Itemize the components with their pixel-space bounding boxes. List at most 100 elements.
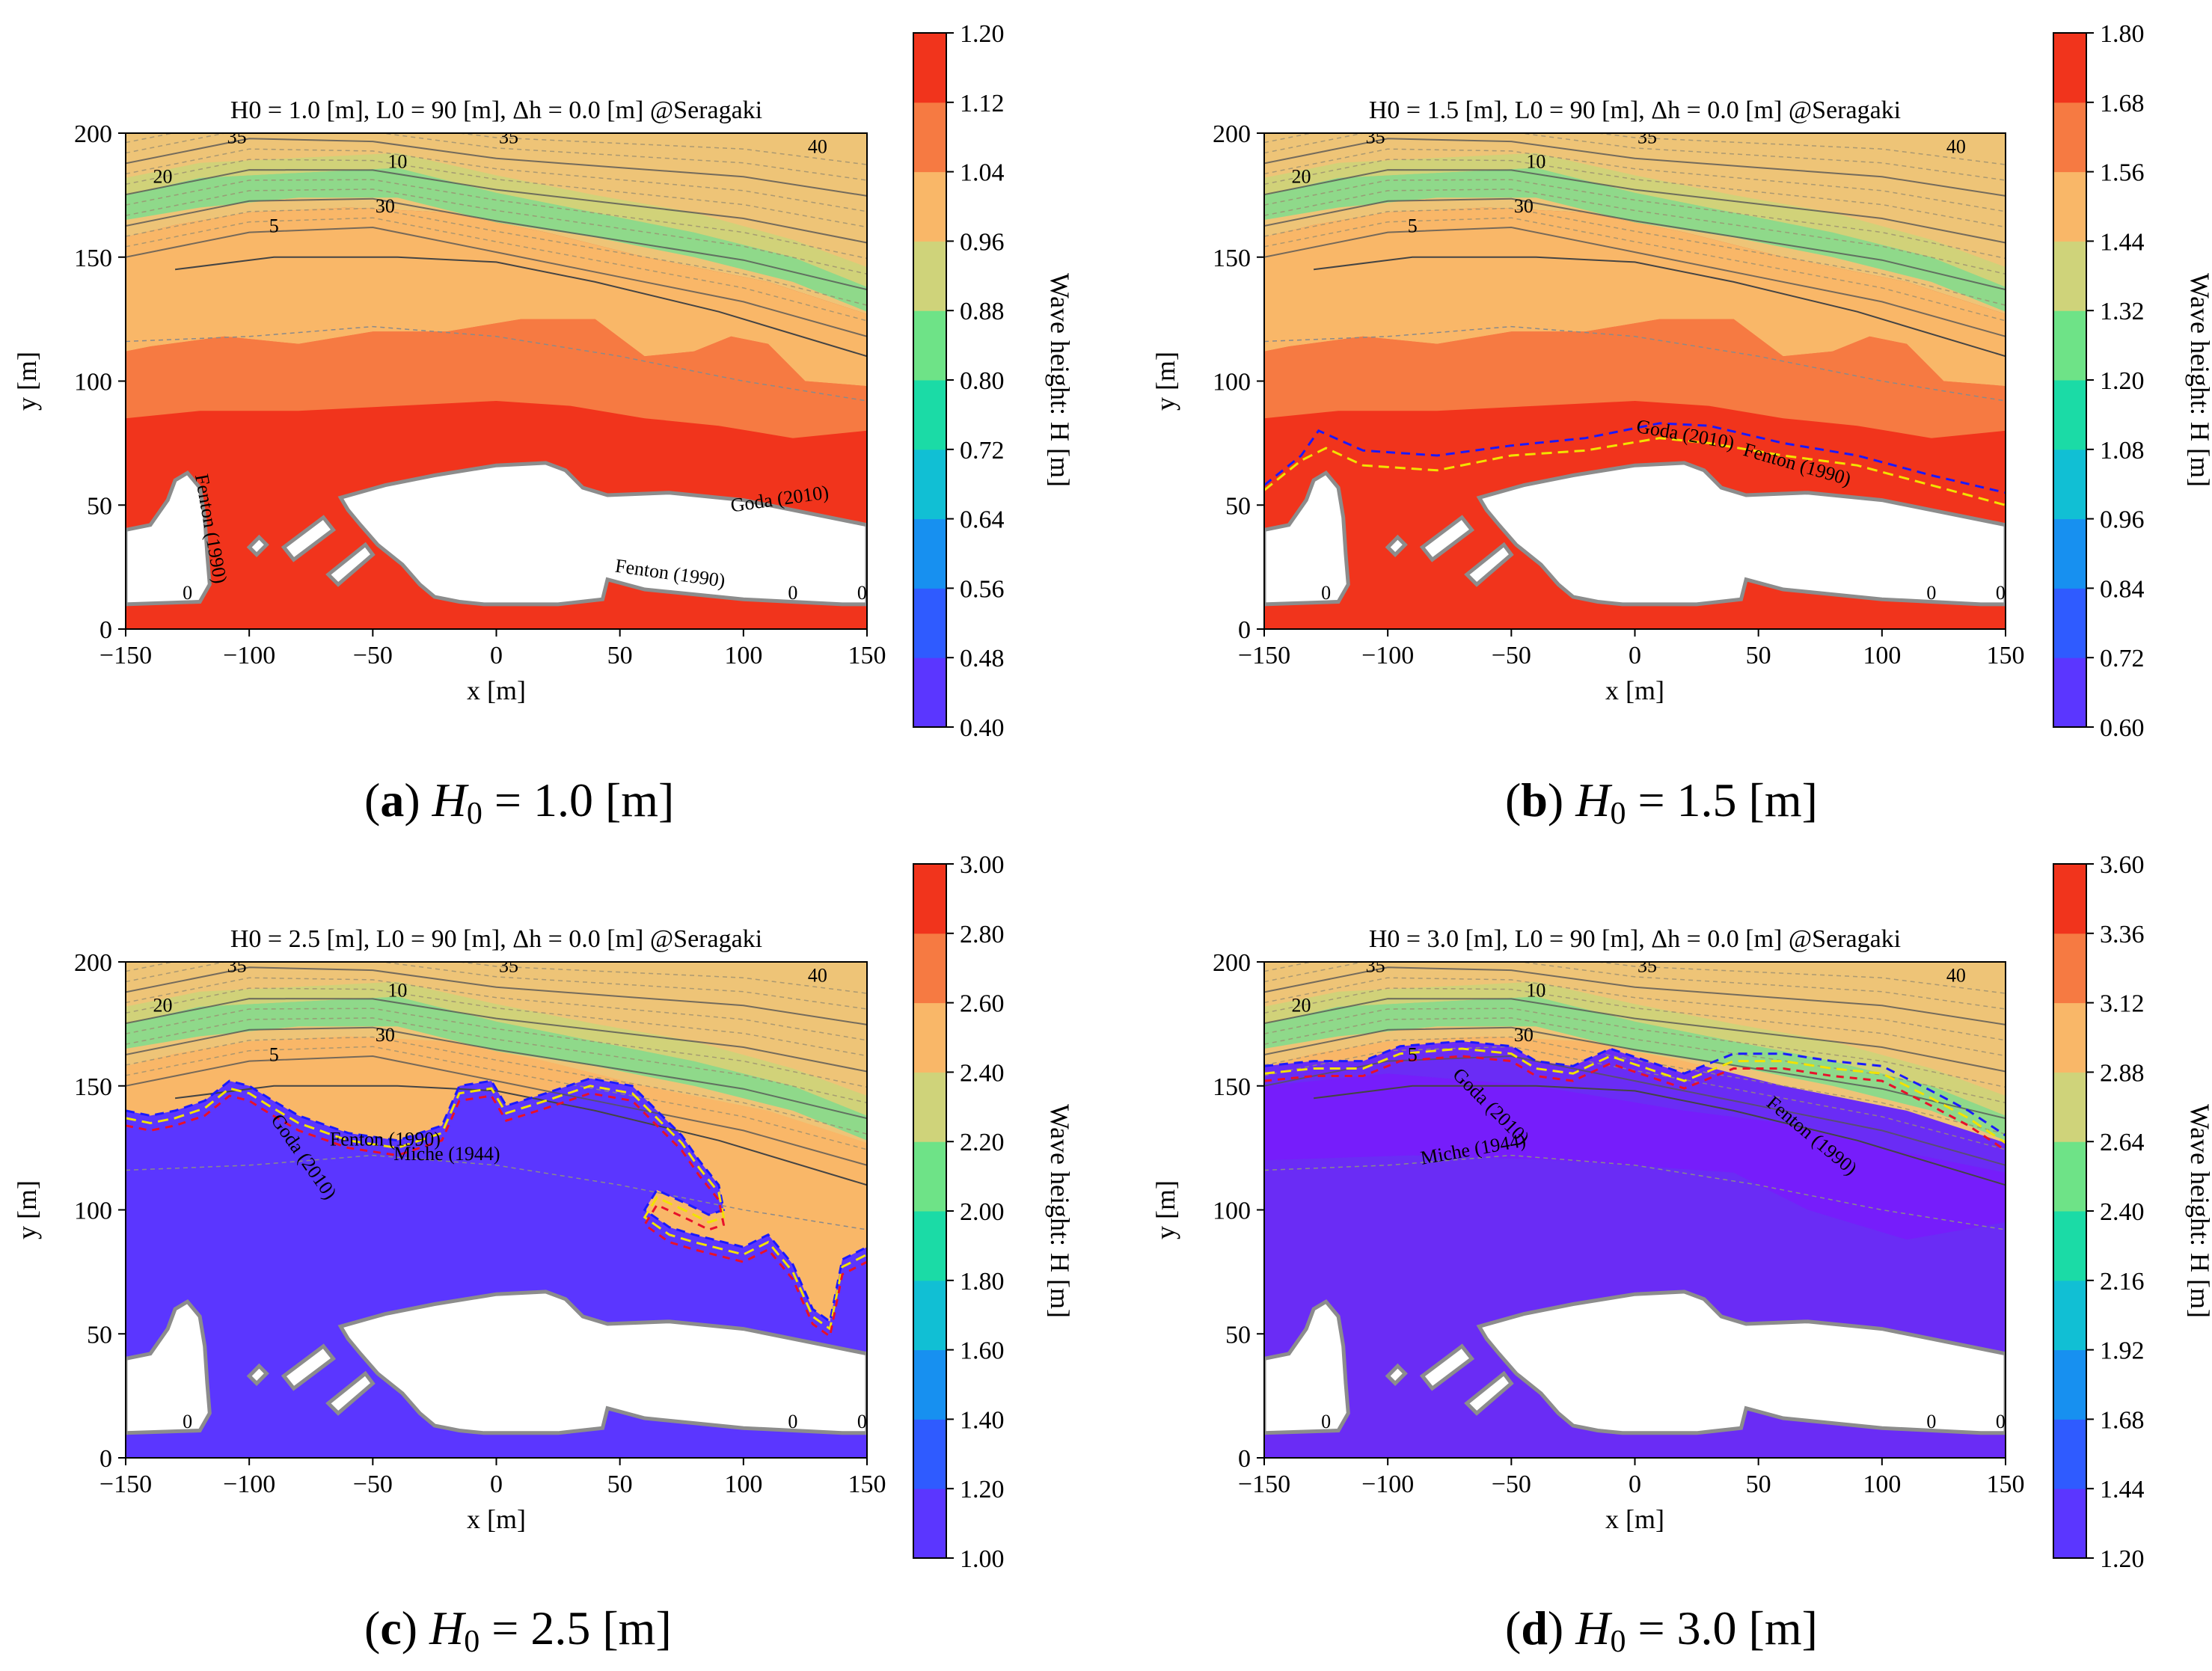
depth-contour [1264,1154,2006,1230]
colorbar-segment [2053,1072,2086,1142]
colorbar-tick-label: 0.64 [960,506,1005,534]
depth-label: 5 [269,215,279,237]
colorbar-tick-label: 0.72 [2100,645,2145,672]
depth-contour [126,998,867,1073]
field-band-1 [126,319,867,438]
x-tick-label: −150 [99,642,152,669]
colorbar-tick-label: 1.12 [960,90,1005,117]
colorbar-segment [913,1280,946,1351]
x-tick-label: 50 [607,642,633,669]
depth-contour [1264,1055,2006,1166]
y-tick-label: 50 [87,1321,112,1349]
land-1 [337,461,867,607]
colorbar-tick-label: 1.20 [2100,367,2145,395]
y-tick-label: 200 [1213,120,1251,148]
colorbar-label: Wave height: H [m] [2185,1104,2212,1318]
breaking-curve-0 [126,1077,867,1324]
y-tick-label: 0 [99,1445,112,1473]
x-tick-label: 150 [1987,642,2025,669]
depth-contour [1264,217,2006,322]
colorbar-segment [913,1141,946,1212]
land-4 [325,1370,376,1416]
y-axis-label: y [m] [1151,1180,1180,1239]
depth-label: 0 [788,582,797,604]
depth-contour [1264,1036,2006,1135]
colorbar-tick-label: 3.36 [2100,921,2145,948]
depth-contour [126,325,867,402]
land-0 [126,470,212,607]
colorbar-tick-label: 2.00 [960,1198,1005,1226]
colorbar-b: 0.60 0.72 0.84 0.96 1.08 1.20 1.32 1.44 1.56 1.68… [2053,20,2212,742]
colorbar-tick-label: 1.44 [2100,228,2145,256]
y-tick-label: 150 [1213,1073,1251,1101]
depth-label: 35 [1637,126,1657,147]
x-tick-label: 100 [1863,642,1901,669]
field-band-2 [1264,207,2006,387]
y-tick-label: 0 [99,616,112,644]
colorbar-tick-label: 0.40 [960,714,1005,742]
colorbar-tick-label: 1.60 [960,1337,1005,1365]
land-3 [1419,515,1475,562]
colorbar-tick-label: 3.00 [960,851,1005,879]
colorbar-segment [2053,102,2086,173]
depth-contour [1264,998,2006,1073]
depth-contour [126,148,867,212]
land-3 [281,1343,337,1391]
depth-contour [1264,226,2006,337]
x-tick-label: 150 [848,1471,886,1498]
depth-label: 30 [376,1024,395,1046]
y-tick-label: 200 [74,120,112,148]
depth-contour [126,226,867,337]
colorbar-tick-label: 1.80 [2100,20,2145,48]
depth-label: 0 [1996,582,2006,604]
x-tick-label: −100 [223,1471,275,1498]
colorbar-segment [913,241,946,311]
colorbar-segment [913,1349,946,1420]
depth-contour [126,1055,867,1166]
colorbar-segment [913,1211,946,1281]
colorbar-tick-label: 1.92 [2100,1337,2145,1365]
curve-label: Miche (1944) [393,1143,500,1165]
depth-label: 0 [1926,1411,1936,1432]
depth-contour [126,179,867,260]
colorbar-segment [913,380,946,450]
x-tick-label: −100 [223,642,275,669]
x-tick-label: −150 [1238,642,1290,669]
colorbar-tick-label: 0.88 [960,298,1005,325]
depth-label: 5 [1408,215,1418,237]
breaking-curve-0 [1264,437,2006,506]
depth-contour [126,133,867,181]
y-axis-label: y [m] [12,352,42,411]
colorbar-segment [913,864,946,934]
colorbar-tick-label: 1.40 [960,1406,1005,1434]
colorbar-segment [913,933,946,1004]
x-tick-label: 0 [490,1471,503,1498]
depth-contour [1264,962,2006,1010]
depth-label: 35 [1366,954,1385,976]
field-band-2 [126,207,867,387]
chart-title: H0 = 1.0 [m], L0 = 90 [m], Δh = 0.0 [m] … [230,96,762,124]
depth-label: 0 [183,582,192,604]
colorbar-d: 1.20 1.44 1.68 1.92 2.16 2.40 2.64 2.88 3.12 3.36… [2053,851,2212,1573]
y-tick-label: 0 [1238,1445,1251,1473]
depth-label: 10 [1526,979,1545,1001]
depth-contour [126,1026,867,1120]
depth-label: 5 [1408,1044,1418,1066]
y-tick-label: 200 [1213,949,1251,977]
colorbar-segment [913,1488,946,1559]
colorbar-tick-label: 0.84 [2100,575,2145,603]
x-tick-label: 0 [1629,642,1641,669]
depth-contour [126,138,867,197]
land-4 [1464,542,1514,587]
colorbar-segment [913,1002,946,1073]
chart-title: H0 = 1.5 [m], L0 = 90 [m], Δh = 0.0 [m] … [1369,96,1901,124]
panel-caption: (b) H0 = 1.5 [m] [1505,773,1818,831]
breaking-curve-1 [1264,422,2006,494]
depth-contour [1264,169,2006,244]
y-tick-label: 150 [74,1073,112,1101]
land-4 [325,542,376,587]
colorbar-label: Wave height: H [m] [1045,273,1075,487]
depth-label: 0 [1926,582,1936,604]
